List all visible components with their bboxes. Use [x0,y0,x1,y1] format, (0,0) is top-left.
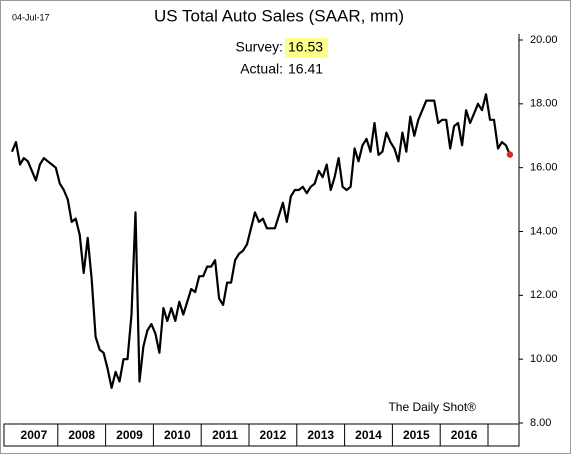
annotation-value: 16.41 [288,61,323,77]
annotation-value: 16.53 [288,39,323,55]
x-tick-label: 2010 [164,428,191,442]
x-tick-label: 2016 [451,428,478,442]
x-tick-label: 2015 [403,428,430,442]
x-axis-box [3,423,520,447]
x-tick-label: 2008 [68,428,95,442]
x-tick-label: 2012 [260,428,287,442]
y-tick-label: 20.00 [530,34,558,46]
y-tick-label: 18.00 [530,98,558,110]
y-tick-label: 14.00 [530,225,558,237]
series-line [10,93,511,389]
date-label: 04-Jul-17 [12,12,50,22]
y-tick-label: 10.00 [530,353,558,365]
annotation-label: Actual: [240,61,283,77]
chart-title: US Total Auto Sales (SAAR, mm) [154,6,404,25]
x-tick-label: 2014 [355,428,382,442]
y-tick-label: 8.00 [530,417,551,429]
y-tick-label: 12.00 [530,289,558,301]
x-tick-label: 2013 [307,428,334,442]
x-tick-label: 2009 [116,428,143,442]
annotation-highlight [285,38,328,58]
x-tick-label: 2011 [212,428,238,442]
y-tick-label: 16.00 [530,162,558,174]
source-label: The Daily Shot® [388,400,476,414]
annotation-label: Survey: [236,39,283,55]
last-point [506,151,514,158]
x-tick-label: 2007 [21,428,48,442]
